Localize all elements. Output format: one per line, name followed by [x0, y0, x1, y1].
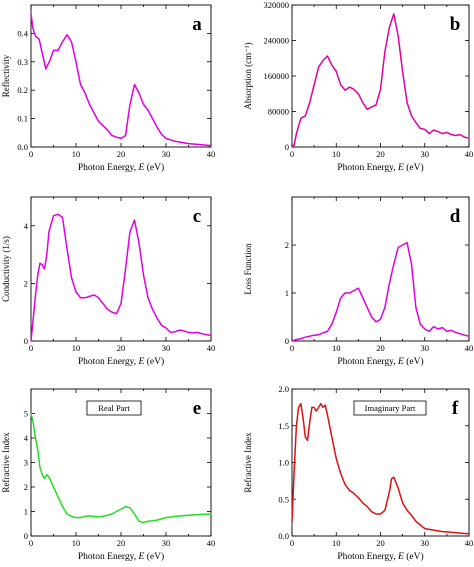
y-tick-label: 320000	[264, 0, 290, 10]
x-tick-label: 0	[290, 343, 294, 353]
series-line	[30, 12, 212, 147]
panel-c: 0 10 20 30 40 0 2 4 Photon Energy, E (eV) Conduct…	[1, 196, 216, 367]
annotation-box	[86, 400, 142, 416]
y-tick-label: 0	[24, 336, 28, 346]
y-axis-label: Absorption (cm⁻¹)	[243, 42, 253, 109]
x-tick-label: 0	[29, 149, 33, 159]
y-axis-label: Refractive Index	[1, 432, 11, 493]
y-tick-label: 0	[285, 142, 289, 152]
annotation-label: Real Part	[98, 403, 130, 413]
y-tick-label: 0.3	[17, 57, 28, 67]
plot-frame	[291, 4, 470, 148]
y-tick-label: 240000	[264, 36, 290, 46]
x-tick-label: 30	[162, 343, 171, 353]
x-tick-label: 40	[207, 343, 216, 353]
panel-a: 0 10 20 30 40 0.0 0.1 0.2 0.3 0.4 Photon Energy, E…	[1, 4, 216, 173]
y-tick-label: 3	[24, 458, 28, 468]
panel-letter: e	[193, 398, 201, 419]
x-axis-label: Photon Energy, E (eV)	[337, 551, 423, 562]
y-tick-label: 2	[24, 482, 28, 492]
panel-letter: f	[452, 398, 459, 419]
y-axis-label: Loss Function	[243, 243, 253, 295]
x-tick-label: 10	[332, 149, 341, 159]
y-tick-label: 5	[24, 409, 28, 419]
panel-f: 0 10 20 30 40 0.0 0.5 1.0 1.5 2.0 Photon Energy, E…	[243, 384, 473, 562]
x-tick-label: 10	[72, 343, 81, 353]
x-tick-label: 30	[162, 149, 171, 159]
x-tick-label: 20	[117, 343, 126, 353]
x-axis-label: Photon Energy, E (eV)	[78, 551, 164, 562]
series-line	[291, 402, 470, 535]
y-tick-label: 2.0	[278, 384, 289, 394]
x-tick-label: 0	[29, 343, 33, 353]
plot-frame	[30, 4, 212, 148]
x-tick-label: 10	[72, 538, 81, 548]
y-tick-label: 1.0	[278, 458, 289, 468]
y-tick-label: 4	[24, 433, 29, 443]
y-tick-label: 1	[24, 507, 28, 517]
x-tick-label: 30	[421, 343, 430, 353]
panel-letter: b	[450, 14, 461, 35]
panel-letter: c	[193, 206, 201, 227]
y-axis-label: Conductivity (1/s)	[1, 236, 11, 302]
panel-letter: d	[450, 206, 461, 227]
x-tick-label: 10	[332, 343, 341, 353]
x-tick-label: 40	[207, 149, 216, 159]
plot-frame	[30, 196, 212, 342]
y-tick-label: 0.5	[278, 494, 289, 504]
y-tick-label: 0.0	[278, 531, 289, 541]
x-tick-label: 40	[465, 149, 474, 159]
x-tick-label: 40	[465, 343, 474, 353]
x-tick-label: 30	[162, 538, 171, 548]
panel-d: 0 10 20 30 40 0 1 2 Photon Energy, E (eV) Loss Fu…	[243, 196, 474, 367]
y-tick-label: 0.1	[17, 114, 28, 124]
x-tick-label: 20	[376, 149, 385, 159]
y-tick-label: 0.0	[17, 142, 28, 152]
y-axis-label: Refractive Index	[243, 432, 253, 493]
x-tick-label: 10	[72, 149, 81, 159]
y-tick-label: 80000	[268, 107, 289, 117]
x-tick-label: 0	[29, 538, 33, 548]
x-tick-label: 40	[207, 538, 216, 548]
x-axis-label: Photon Energy, E (eV)	[78, 162, 164, 173]
y-tick-label: 0.2	[17, 85, 28, 95]
panel-letter: a	[192, 14, 202, 35]
panel-b: 0 10 20 30 40 0 80000 160000 240000 320000 Photon …	[243, 0, 473, 173]
y-axis-label: Reflectivity	[1, 54, 11, 97]
x-tick-label: 20	[117, 538, 126, 548]
x-tick-label: 0	[290, 149, 294, 159]
x-tick-label: 30	[421, 538, 430, 548]
panel-e: 0 10 20 30 40 0 1 2 3 4 5 Photon Energy, E (eV) Refr…	[1, 388, 216, 562]
x-tick-label: 10	[332, 538, 341, 548]
y-tick-label: 1.5	[278, 421, 289, 431]
series-line	[30, 213, 212, 342]
annotation-box	[353, 400, 427, 416]
y-tick-label: 2	[285, 240, 289, 250]
y-tick-label: 160000	[264, 71, 290, 81]
annotation-label: Imaginary Part	[365, 403, 416, 413]
series-line	[291, 13, 470, 148]
x-tick-label: 30	[421, 149, 430, 159]
x-tick-label: 20	[376, 538, 385, 548]
x-axis-label: Photon Energy, E (eV)	[337, 162, 423, 173]
y-tick-label: 0.4	[17, 28, 28, 38]
x-axis-label: Photon Energy, E (eV)	[337, 356, 423, 367]
series-line	[291, 241, 470, 342]
x-tick-label: 40	[465, 538, 474, 548]
series-line	[30, 412, 212, 524]
x-tick-label: 20	[117, 149, 126, 159]
x-tick-label: 20	[376, 343, 385, 353]
y-tick-label: 0	[24, 531, 28, 541]
y-tick-label: 1	[285, 288, 289, 298]
y-tick-label: 2	[24, 278, 28, 288]
y-tick-label: 4	[24, 221, 29, 231]
x-tick-label: 0	[290, 538, 294, 548]
y-tick-label: 0	[285, 336, 289, 346]
x-axis-label: Photon Energy, E (eV)	[78, 356, 164, 367]
